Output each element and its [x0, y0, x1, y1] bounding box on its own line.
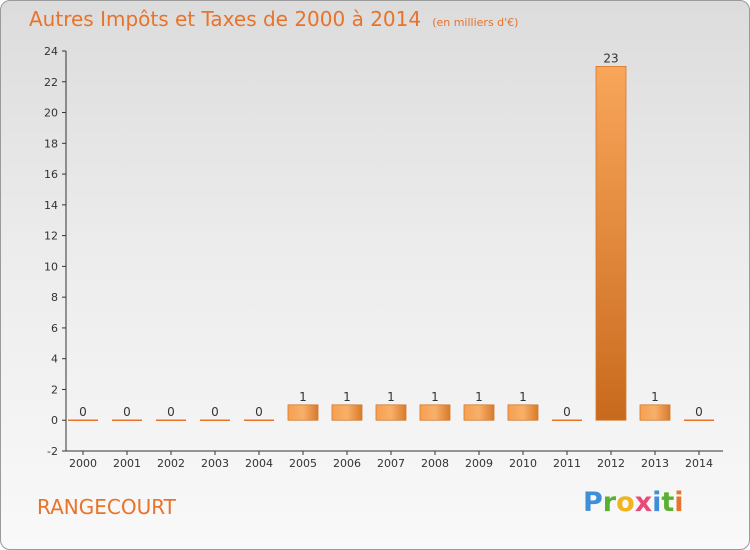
bar-value-label: 1 — [475, 390, 483, 404]
y-tick-label: 12 — [44, 230, 58, 243]
x-tick-label: 2006 — [333, 457, 361, 470]
chart-title: Autres Impôts et Taxes de 2000 à 2014 — [29, 7, 422, 31]
y-tick-label: 22 — [44, 76, 58, 89]
bar-value-label: 0 — [211, 405, 219, 419]
x-tick-label: 2009 — [465, 457, 493, 470]
y-tick-label: 16 — [44, 168, 58, 181]
bar-value-label: 0 — [695, 405, 703, 419]
x-tick-label: 2001 — [113, 457, 141, 470]
y-tick-label: 2 — [51, 383, 58, 396]
chart-value-labels: 0 0 0 0 0 1 1 1 1 1 1 0 23 1 0 — [79, 51, 703, 419]
y-tick-label: 18 — [44, 137, 58, 150]
bar-value-label: 0 — [123, 405, 131, 419]
bar — [595, 65, 627, 421]
commune-name: RANGECOURT — [37, 495, 176, 519]
bar — [419, 404, 451, 421]
bar — [639, 404, 671, 421]
y-tick-label: 0 — [51, 414, 58, 427]
unit-label: (en milliers d'€) — [432, 16, 519, 29]
x-tick-label: 2011 — [553, 457, 581, 470]
y-tick-label: 24 — [44, 45, 58, 58]
x-tick-label: 2000 — [69, 457, 97, 470]
y-tick-label: 8 — [51, 291, 58, 304]
bar-value-label: 0 — [563, 405, 571, 419]
y-tick-label: 6 — [51, 322, 58, 335]
bar — [463, 404, 495, 421]
bar-value-label: 0 — [167, 405, 175, 419]
bar-value-label: 0 — [255, 405, 263, 419]
bar — [287, 404, 319, 421]
y-tick-label: -2 — [47, 445, 58, 458]
bar-value-label: 1 — [431, 390, 439, 404]
x-tick-label: 2012 — [597, 457, 625, 470]
bar-value-label: 1 — [387, 390, 395, 404]
x-tick-label: 2008 — [421, 457, 449, 470]
bar-value-label: 1 — [651, 390, 659, 404]
y-tick-label: 10 — [44, 260, 58, 273]
bar-value-label: 1 — [519, 390, 527, 404]
bar-value-label: 1 — [343, 390, 351, 404]
x-tick-label: 2010 — [509, 457, 537, 470]
y-tick-label: 14 — [44, 199, 58, 212]
x-tick-label: 2013 — [641, 457, 669, 470]
chart-title-block: Autres Impôts et Taxes de 2000 à 2014 (e… — [29, 7, 518, 31]
proxiti-logo: Proxiti — [583, 487, 684, 518]
x-tick-label: 2007 — [377, 457, 405, 470]
x-tick-label: 2002 — [157, 457, 185, 470]
chart-bars — [68, 65, 714, 421]
bar — [375, 404, 407, 421]
bar — [331, 404, 363, 421]
bar — [507, 404, 539, 421]
x-tick-label: 2003 — [201, 457, 229, 470]
bar-value-label: 0 — [79, 405, 87, 419]
y-tick-label: 20 — [44, 107, 58, 120]
x-tick-label: 2004 — [245, 457, 273, 470]
bar-value-label: 1 — [299, 390, 307, 404]
x-tick-label: 2005 — [289, 457, 317, 470]
bar-value-label: 23 — [603, 51, 618, 65]
y-tick-label: 4 — [51, 353, 58, 366]
x-tick-label: 2014 — [685, 457, 713, 470]
